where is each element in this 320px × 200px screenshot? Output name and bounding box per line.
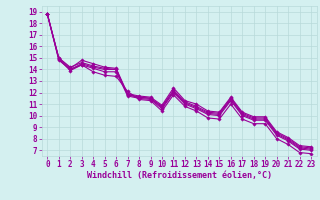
X-axis label: Windchill (Refroidissement éolien,°C): Windchill (Refroidissement éolien,°C) [87, 171, 272, 180]
